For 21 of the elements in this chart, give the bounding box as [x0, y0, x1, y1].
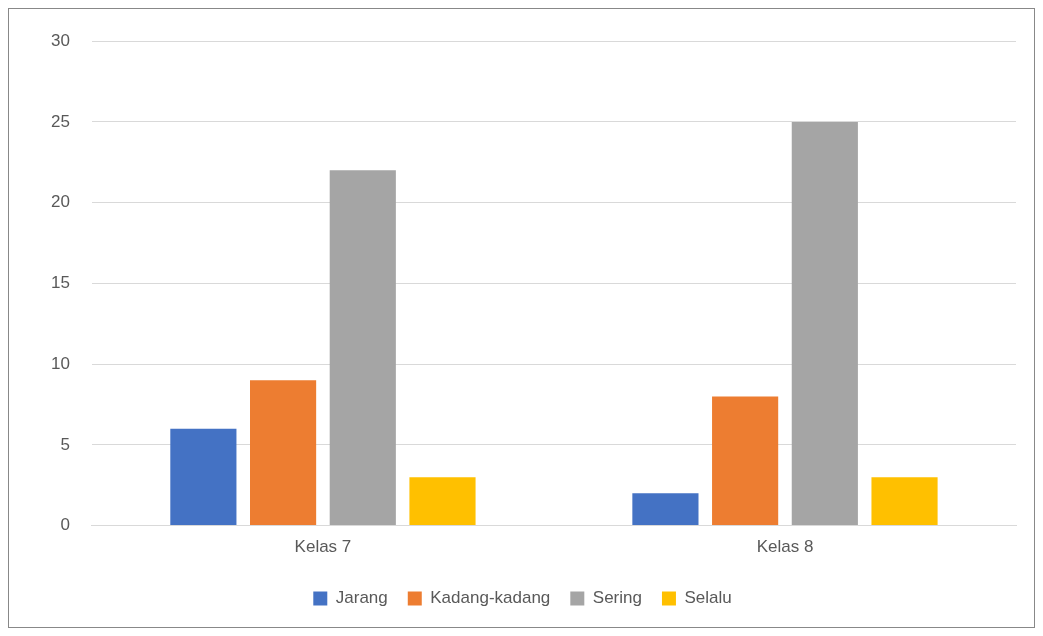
y-tick-label: 30: [50, 30, 70, 50]
bar: [329, 170, 396, 526]
y-tick-label: 10: [50, 353, 70, 373]
y-tick-label: 20: [50, 192, 70, 212]
bar: [871, 477, 938, 526]
bar: [632, 493, 699, 526]
bar: [250, 380, 317, 526]
legend-label: Kadang-kadang: [430, 588, 551, 608]
y-tick-label: 5: [60, 434, 70, 454]
y-tick-label: 0: [60, 515, 70, 535]
legend-label: Selalu: [684, 588, 732, 608]
bar: [170, 428, 237, 526]
y-tick-label: 25: [50, 111, 70, 131]
x-tick-label: Kelas 7: [294, 537, 352, 557]
bar: [791, 121, 858, 526]
x-tick-label: Kelas 8: [756, 537, 814, 557]
legend-label: Sering: [592, 588, 642, 608]
bar: [712, 396, 779, 526]
legend-label: Jarang: [335, 588, 388, 608]
y-tick-label: 15: [50, 273, 70, 293]
bar: [409, 477, 476, 526]
